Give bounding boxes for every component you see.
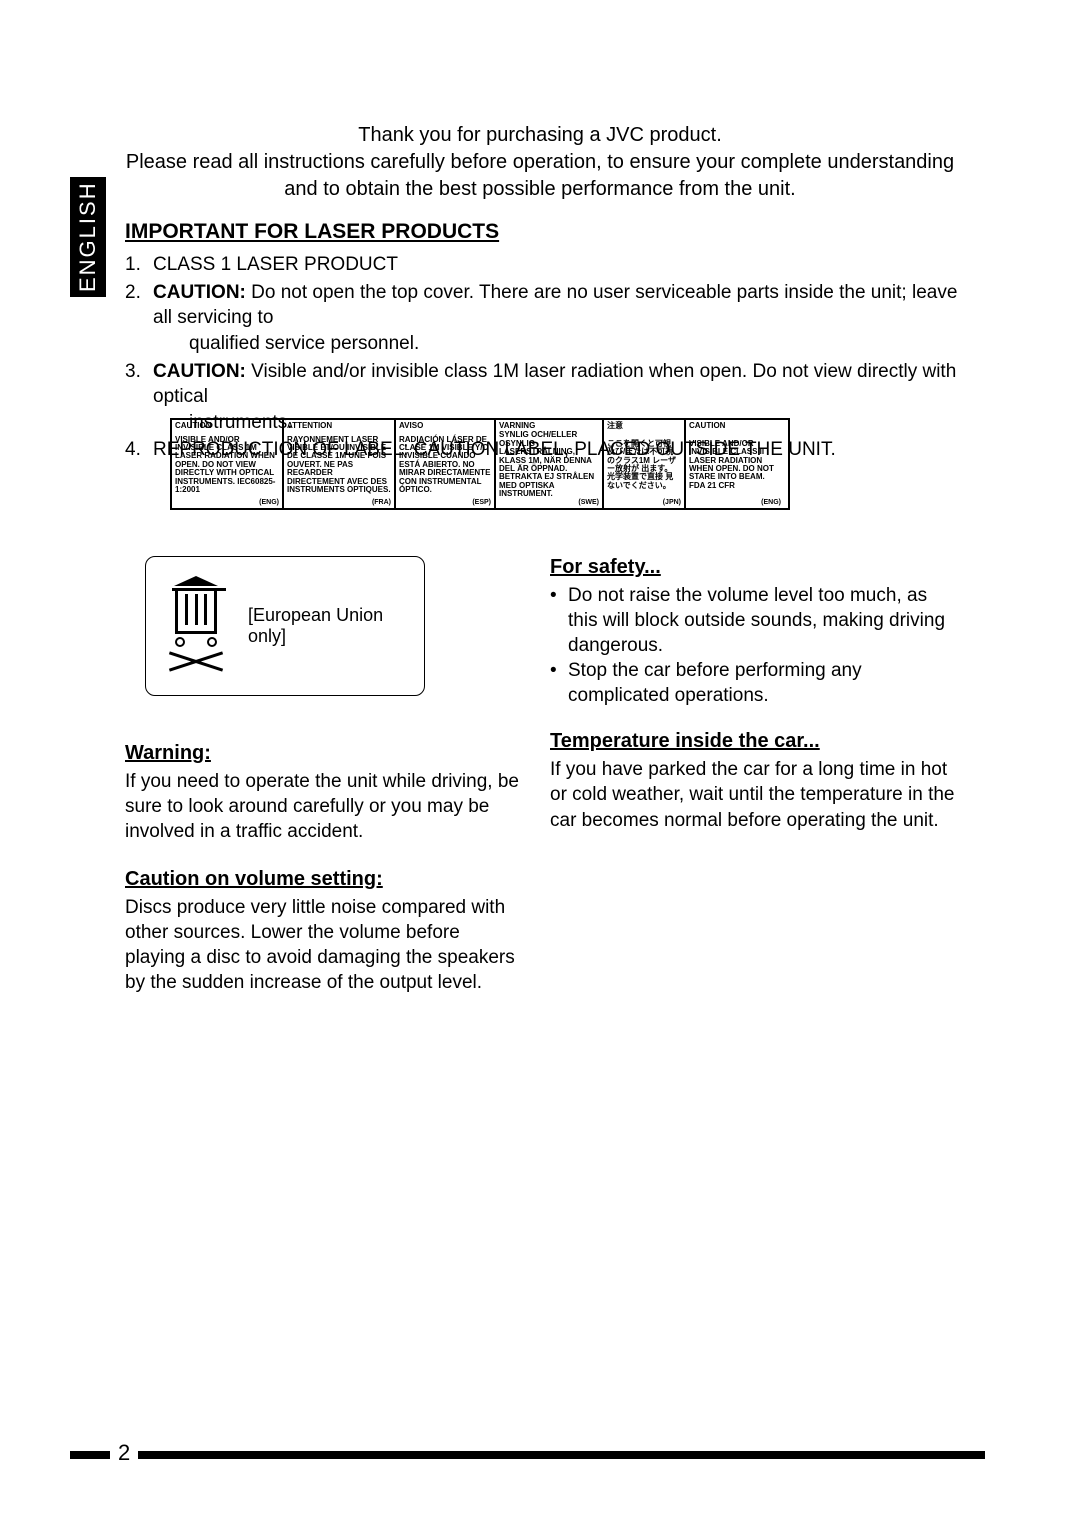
caution-text: Do not open the top cover. There are no … [153, 282, 957, 329]
label-column: CAUTION VISIBLE AND/OR INVISIBLE CLASS 1M… [172, 420, 282, 508]
safety-bullet-2: Stop the car before performing any compl… [550, 658, 960, 708]
right-column: For safety... Do not raise the volume le… [550, 556, 960, 833]
label-body: SYNLIG OCH/ELLER OSYNLIG LASERSTRÅLNING,… [499, 431, 599, 498]
label-column: CAUTION VISIBLE AND/OR INVISIBLE CLASS II… [684, 420, 784, 508]
label-head: ATTENTION [287, 422, 391, 430]
label-head: CAUTION [175, 422, 279, 430]
volume-text: Discs produce very little noise compared… [125, 895, 525, 995]
volume-heading: Caution on volume setting: [125, 868, 525, 891]
intro-line1: Thank you for purchasing a JVC product. [125, 122, 955, 149]
caution-label: CAUTION: [153, 361, 246, 382]
label-column: ATTENTION RAYONNEMENT LASER VISIBLE ET/OU… [282, 420, 394, 508]
wheelie-bin-icon [156, 576, 236, 676]
label-lang: (ENG) [689, 499, 781, 506]
eu-text: [European Union only] [248, 605, 414, 647]
label-head: AVISO [399, 422, 491, 430]
list-number: 4. [125, 437, 153, 463]
footer-rule-left [70, 1451, 110, 1459]
warning-heading: Warning: [125, 742, 525, 765]
safety-bullets: Do not raise the volume level too much, … [550, 583, 960, 708]
label-lang: (ESP) [399, 499, 491, 506]
label-body: VISIBLE AND/OR INVISIBLE CLASS 1M LASER … [175, 436, 279, 495]
label-head: CAUTION [689, 422, 781, 430]
laser-heading: IMPORTANT FOR LASER PRODUCTS [125, 220, 965, 244]
list-number: 2. [125, 280, 153, 357]
bullet-text: Stop the car before performing any compl… [568, 658, 960, 708]
label-lang: (ENG) [175, 499, 279, 506]
label-lang: (SWE) [499, 499, 599, 506]
bullet-text: Do not raise the volume level too much, … [568, 583, 960, 658]
safety-heading: For safety... [550, 556, 960, 579]
warning-text: If you need to operate the unit while dr… [125, 769, 525, 844]
eu-disposal-box: [European Union only] [145, 556, 425, 696]
caution-label-table: CAUTION VISIBLE AND/OR INVISIBLE CLASS 1M… [170, 418, 790, 510]
caution-text: Visible and/or invisible class 1M laser … [153, 361, 956, 408]
label-column: 注意ここを開くと可視 及び/または不可視 のクラス1M レーザー放射が 出ます。… [602, 420, 684, 508]
list-number: 1. [125, 252, 153, 278]
caution-text-cont: qualified service personnel. [153, 331, 965, 357]
label-head: VARNING [499, 422, 599, 430]
laser-item-2: 2. CAUTION: Do not open the top cover. T… [125, 280, 965, 357]
label-body: RAYONNEMENT LASER VISIBLE ET/OU INVISIBL… [287, 436, 391, 495]
temperature-text: If you have parked the car for a long ti… [550, 757, 960, 832]
left-column: Warning: If you need to operate the unit… [125, 742, 525, 996]
intro-line2: Please read all instructions carefully b… [125, 149, 955, 203]
intro-text: Thank you for purchasing a JVC product. … [125, 122, 955, 203]
label-column: AVISO RADIACIÓN LÁSER DE CLASE 1M VISIBLE… [394, 420, 494, 508]
safety-bullet-1: Do not raise the volume level too much, … [550, 583, 960, 658]
label-lang: (JPN) [607, 499, 681, 506]
label-column: VARNINGSYNLIG OCH/ELLER OSYNLIG LASERSTR… [494, 420, 602, 508]
page-number: 2 [118, 1440, 130, 1466]
footer-rule-right [138, 1451, 985, 1459]
list-text: CAUTION: Do not open the top cover. Ther… [153, 280, 965, 357]
label-body: ここを開くと可視 及び/または不可視 のクラス1M レーザー放射が 出ます。 光… [607, 440, 681, 490]
list-number: 3. [125, 359, 153, 436]
label-body: VISIBLE AND/OR INVISIBLE CLASS II LASER … [689, 440, 781, 490]
label-head: 注意 [607, 422, 681, 430]
label-body: RADIACIÓN LÁSER DE CLASE 1M VISIBLE Y/O … [399, 436, 491, 495]
list-text: CLASS 1 LASER PRODUCT [153, 252, 965, 278]
label-lang: (FRA) [287, 499, 391, 506]
language-tab: ENGLISH [70, 177, 106, 297]
laser-item-1: 1. CLASS 1 LASER PRODUCT [125, 252, 965, 278]
caution-label: CAUTION: [153, 282, 246, 303]
temperature-heading: Temperature inside the car... [550, 730, 960, 753]
